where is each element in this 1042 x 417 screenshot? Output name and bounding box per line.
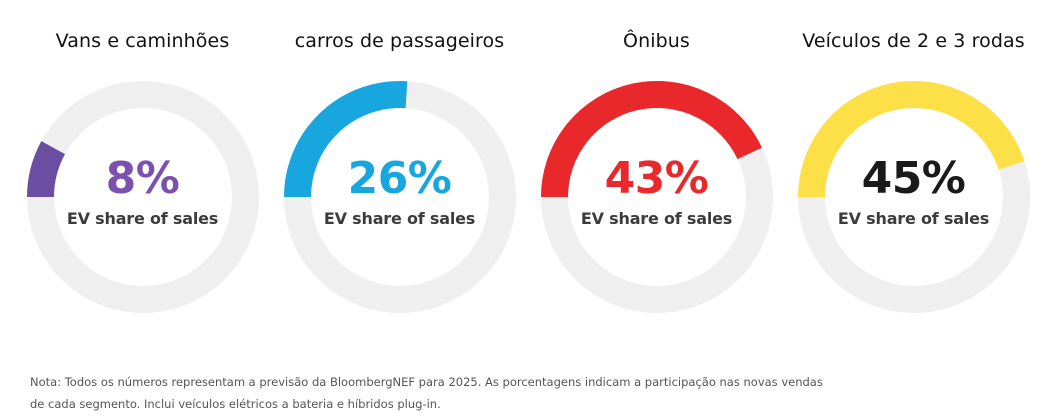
gauge-panel-two-three-wheelers: Veículos de 2 e 3 rodas 45% EV share of …: [785, 0, 1042, 340]
gauge-value-arc: [798, 81, 1025, 198]
gauge-value-label: 26%: [347, 153, 452, 204]
gauge-metric-label: EV share of sales: [837, 209, 990, 228]
footnote-line: Nota: Todos os números representam a pre…: [30, 375, 823, 389]
gauge-metric-label: EV share of sales: [323, 209, 476, 228]
gauge-panel-buses: Ônibus 43% EV share of sales: [528, 0, 785, 340]
gauge-title: carros de passageiros: [294, 30, 505, 52]
gauge-metric-label: EV share of sales: [66, 209, 219, 228]
gauge-panel-passenger-cars: carros de passageiros 26% EV share of sa…: [271, 0, 528, 340]
gauge-title: Veículos de 2 e 3 rodas: [802, 30, 1025, 52]
gauge-panel-vans: Vans e caminhões 8% EV share of sales: [14, 0, 271, 340]
footnote-line: de cada segmento. Inclui veículos elétri…: [30, 397, 441, 411]
gauge-value-label: 43%: [604, 153, 709, 204]
gauge-ring: [541, 81, 773, 313]
gauge-ring: [798, 81, 1030, 313]
gauge-title: Ônibus: [623, 30, 690, 52]
gauge-value-arc: [284, 81, 408, 198]
footnote: Nota: Todos os números representam a pre…: [30, 371, 1030, 415]
gauge-value-arc: [541, 81, 762, 198]
gauge-value-label: 45%: [861, 153, 966, 204]
gauge-value-arc: [27, 141, 66, 198]
gauge-value-label: 8%: [105, 153, 180, 204]
gauge-title: Vans e caminhões: [55, 30, 230, 52]
gauge-ring: [27, 81, 259, 313]
gauge-metric-label: EV share of sales: [580, 209, 733, 228]
gauge-ring: [284, 81, 516, 313]
